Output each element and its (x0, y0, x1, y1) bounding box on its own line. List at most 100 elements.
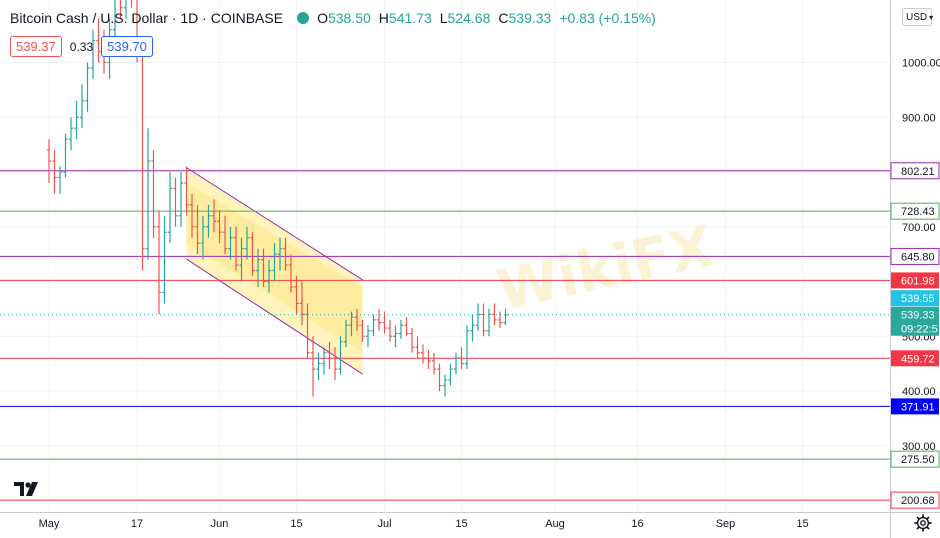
ohlc-bar (288, 254, 294, 293)
ohlc-bar (354, 308, 360, 331)
ohlc-bar (365, 325, 371, 348)
ohlc-bar (310, 336, 316, 397)
chevron-down-icon: ▾ (929, 13, 934, 22)
ohlc-bar (239, 237, 244, 282)
ohlc-bar (57, 166, 63, 194)
ohlc-bar (316, 352, 321, 381)
ohlc-bar (228, 226, 233, 260)
y-tick-label: 900.00 (902, 112, 936, 124)
x-tick-label: 17 (131, 518, 143, 530)
ohlc-bar (151, 150, 156, 238)
x-tick-label: Jun (211, 518, 229, 530)
ohlc-bar (52, 150, 57, 194)
watermark-text: WikiFX (491, 214, 719, 323)
ohlc-bar (437, 363, 442, 391)
ohlc-bar (68, 117, 74, 151)
ohlc-bar (217, 210, 222, 244)
ohlc-bar (481, 303, 486, 337)
ohlc-bar (283, 237, 288, 271)
level-badge: 200.68 (901, 495, 935, 507)
ohlc-bar (404, 317, 409, 337)
level-badge: 275.50 (901, 454, 935, 466)
channel-upper-line (186, 167, 363, 281)
ohlc-bar (426, 349, 431, 370)
currency-label: USD (906, 12, 928, 23)
ohlc-bar (162, 215, 167, 304)
x-tick-label: 16 (631, 518, 643, 530)
ohlc-bar (387, 319, 393, 342)
ohlc-bar (74, 100, 79, 140)
ohlc-bar (393, 325, 398, 348)
low-value: 524.68 (447, 10, 491, 26)
ohlc-bar (338, 336, 343, 375)
ohlc-bar (305, 303, 310, 359)
level-badge-bg (890, 450, 940, 468)
ohlc-bar (492, 303, 497, 326)
sell-button[interactable]: 539.37 (10, 36, 62, 57)
ohlc-bar (178, 172, 184, 227)
ohlc-bar (266, 259, 272, 293)
ohlc-bar (119, 0, 123, 19)
ohlc-bar (184, 166, 189, 216)
countdown-bg (891, 321, 939, 336)
buy-button[interactable]: 539.70 (101, 36, 153, 57)
spread-value: 0.33 (69, 39, 94, 54)
level-badge: 645.80 (901, 251, 935, 263)
last-price-badge-bg (891, 306, 939, 323)
ohlc-bar (398, 319, 404, 339)
ohlc-bar (222, 215, 228, 255)
ohlc-bar (250, 232, 255, 277)
ohlc-bar (195, 204, 200, 255)
y-tick-label: 300.00 (902, 441, 936, 453)
symbol-title[interactable]: Bitcoin Cash / U.S. Dollar · 1D · COINBA… (10, 10, 284, 26)
level-badge: 459.72 (901, 353, 935, 365)
currency-selector[interactable]: USD ▾ (902, 8, 934, 26)
ohlc-bar (382, 311, 387, 334)
y-tick-label: 700.00 (902, 222, 936, 234)
ohlc-bar (206, 204, 211, 238)
ohlc-bar (123, 0, 127, 19)
ohlc-bar (96, 18, 101, 63)
ohlc-bar (63, 133, 68, 178)
channel-lower-line (186, 258, 363, 375)
high-label: H (378, 10, 389, 26)
ohlc-bar (459, 347, 464, 370)
ohlc-bar (156, 210, 162, 315)
level-badge-bg (891, 398, 939, 415)
low-label: L (439, 10, 448, 26)
gear-icon[interactable] (914, 514, 932, 532)
ohlc-bar (294, 276, 299, 315)
ohlc-bar (233, 226, 239, 271)
high-value: 541.73 (388, 10, 432, 26)
countdown-label: 09:22:5 (901, 324, 938, 336)
ohlc-bar (90, 29, 96, 79)
ohlc-bar (442, 374, 448, 397)
ohlc-bars (46, 0, 508, 397)
level-badge: 802.21 (901, 166, 935, 178)
x-tick-label: Jul (377, 518, 391, 530)
level-badge-bg (890, 202, 940, 220)
ohlc-bar (112, 0, 116, 41)
last-price-badge: 539.33 (901, 310, 935, 322)
ohlc-bar (130, 0, 133, 8)
ohlc-bar (327, 341, 332, 370)
level-badge-bg (890, 247, 940, 265)
quote-panel: 539.37 0.33 539.70 (10, 36, 153, 57)
ohlc-bar (343, 319, 349, 348)
level-badge-bg (890, 162, 940, 180)
y-tick-label: 400.00 (902, 386, 936, 398)
market-status-dot-icon (297, 12, 310, 24)
ohlc-bar (145, 128, 151, 260)
ohlc-bar (475, 303, 481, 331)
ohlc-bar (453, 352, 459, 375)
ohlc-bar (503, 308, 508, 326)
ohlc-bar (46, 139, 52, 183)
x-tick-label: 15 (796, 518, 808, 530)
ohlc-bar (420, 344, 426, 364)
ohlc-bar (79, 84, 85, 129)
ohlc-bar (173, 177, 178, 227)
price-axis-bg (890, 0, 940, 538)
ohlc-bar (211, 199, 217, 233)
